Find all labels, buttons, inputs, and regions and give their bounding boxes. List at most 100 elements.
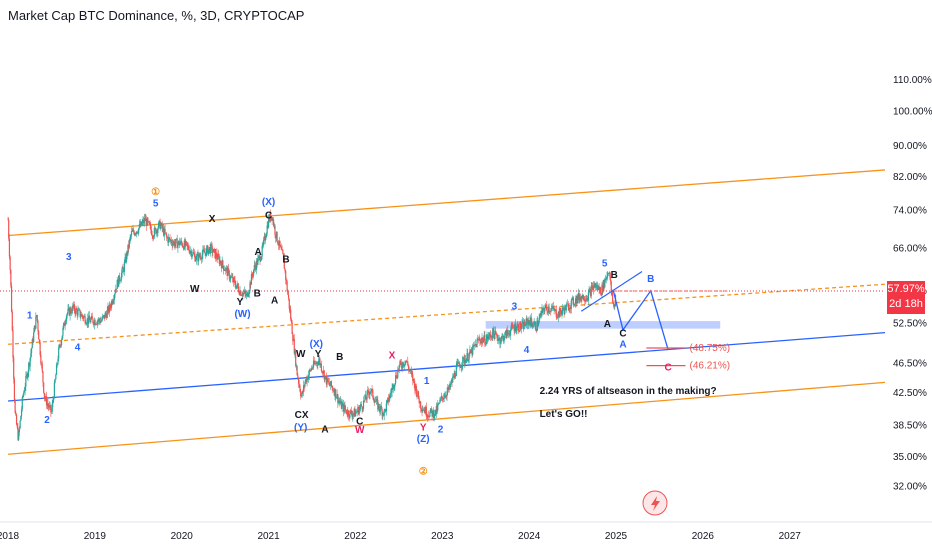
wave-label: A bbox=[604, 319, 611, 330]
candle-body bbox=[16, 424, 18, 428]
candle-body bbox=[501, 336, 503, 338]
candle-body bbox=[292, 334, 294, 342]
candle-body bbox=[328, 381, 330, 385]
candle-body bbox=[242, 292, 245, 294]
candle-body bbox=[485, 338, 487, 345]
candle-body bbox=[544, 304, 547, 309]
candle-body bbox=[355, 412, 357, 417]
candle-body bbox=[192, 252, 194, 256]
candle-body bbox=[236, 283, 238, 287]
candle-body bbox=[261, 245, 263, 257]
candle-body bbox=[427, 415, 430, 417]
candle-body bbox=[214, 249, 216, 259]
candle-body bbox=[508, 332, 510, 335]
candle-body bbox=[614, 305, 616, 307]
candle-body bbox=[55, 364, 58, 375]
candle-body bbox=[517, 324, 519, 327]
candle-body bbox=[52, 400, 54, 404]
price-axis[interactable]: 110.00%100.00%90.00%82.00%74.00%66.00%58… bbox=[885, 0, 932, 550]
candle-body bbox=[143, 219, 145, 224]
candle-body bbox=[612, 294, 614, 303]
candle-body bbox=[112, 301, 114, 304]
candle-body bbox=[468, 353, 470, 360]
candle-body bbox=[95, 324, 97, 325]
candle-body bbox=[461, 365, 463, 368]
wave-label: 4 bbox=[524, 345, 530, 356]
candle-body bbox=[452, 376, 455, 378]
candle-body bbox=[568, 309, 570, 311]
candle-body bbox=[120, 279, 122, 281]
candle-body bbox=[555, 309, 557, 317]
candle-body bbox=[339, 401, 341, 404]
candle-body bbox=[180, 240, 182, 244]
candle-body bbox=[564, 305, 567, 311]
candle-body bbox=[43, 392, 46, 399]
time-axis[interactable]: 2018 2019 2020 2021 2022 2023 2024 2025 2026 2027 bbox=[0, 521, 932, 542]
candle-body bbox=[401, 366, 403, 368]
candle-body bbox=[537, 320, 539, 327]
candle-body bbox=[171, 243, 173, 246]
candle-body bbox=[286, 281, 288, 291]
candle-body bbox=[567, 303, 570, 311]
candle-body bbox=[114, 292, 116, 295]
candle-body bbox=[86, 318, 88, 324]
candle-body bbox=[233, 277, 235, 281]
candle-body bbox=[200, 258, 203, 260]
candle-body bbox=[337, 394, 339, 404]
candle-body bbox=[480, 340, 482, 344]
candle-body bbox=[447, 387, 449, 392]
candle-body bbox=[553, 308, 555, 312]
candle-body bbox=[69, 308, 71, 316]
candle-body bbox=[367, 390, 369, 392]
candle-body bbox=[165, 233, 168, 237]
candle-body bbox=[293, 339, 295, 354]
candle-body bbox=[274, 225, 276, 235]
candle-body bbox=[601, 284, 603, 296]
candle-body bbox=[88, 315, 90, 324]
candle-body bbox=[103, 315, 105, 319]
candle-body bbox=[332, 390, 335, 392]
wave-label: X bbox=[389, 350, 396, 361]
candle-body bbox=[119, 280, 121, 282]
price-axis-bg bbox=[885, 0, 932, 550]
candle-body bbox=[247, 294, 250, 297]
candle-body bbox=[398, 365, 400, 370]
candle-body bbox=[462, 356, 464, 366]
candle-body bbox=[457, 362, 459, 364]
candle-body bbox=[325, 375, 327, 377]
candle-body bbox=[285, 279, 288, 282]
candle-body bbox=[607, 273, 609, 274]
candle-body bbox=[424, 409, 426, 414]
candle-body bbox=[402, 362, 404, 368]
x-tick-label: 2021 bbox=[257, 531, 280, 542]
candle-body bbox=[297, 375, 299, 379]
candle-body bbox=[383, 409, 385, 416]
candle-body bbox=[403, 364, 405, 367]
candle-body bbox=[105, 314, 108, 318]
alert-icon[interactable] bbox=[642, 490, 668, 516]
candle-body bbox=[470, 349, 472, 353]
support-zone-layer bbox=[485, 321, 721, 329]
candle-body bbox=[607, 273, 609, 277]
candle-body bbox=[219, 260, 221, 264]
candle-body bbox=[322, 372, 324, 374]
candle-body bbox=[53, 398, 55, 401]
candle-body bbox=[541, 308, 543, 316]
candle-body bbox=[376, 399, 378, 401]
candle-body bbox=[270, 213, 272, 221]
candle-body bbox=[60, 339, 63, 346]
candle-body bbox=[579, 297, 582, 301]
candle-body bbox=[557, 317, 559, 319]
candle-body bbox=[190, 250, 192, 252]
candle-body bbox=[514, 323, 517, 332]
candle-body bbox=[14, 400, 16, 413]
candle-body bbox=[532, 325, 535, 327]
candle-body bbox=[205, 248, 208, 256]
candle-body bbox=[517, 324, 520, 331]
candle-body bbox=[372, 397, 375, 401]
candle-body bbox=[289, 308, 291, 311]
candle-body bbox=[298, 383, 300, 386]
candle-body bbox=[63, 322, 65, 328]
candle-body bbox=[602, 284, 604, 292]
